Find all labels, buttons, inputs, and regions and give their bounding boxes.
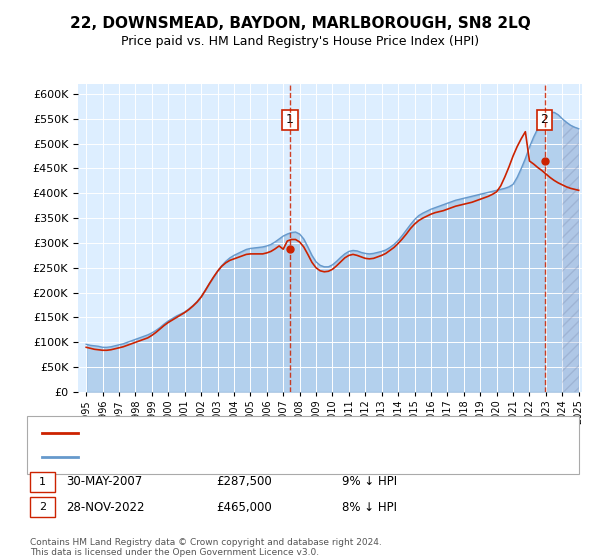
Text: 2: 2 bbox=[39, 502, 46, 512]
Text: Price paid vs. HM Land Registry's House Price Index (HPI): Price paid vs. HM Land Registry's House … bbox=[121, 35, 479, 48]
Text: 28-NOV-2022: 28-NOV-2022 bbox=[66, 501, 145, 514]
Text: 30-MAY-2007: 30-MAY-2007 bbox=[66, 475, 142, 488]
Text: £287,500: £287,500 bbox=[216, 475, 272, 488]
Text: 1: 1 bbox=[286, 113, 294, 126]
Text: Contains HM Land Registry data © Crown copyright and database right 2024.
This d: Contains HM Land Registry data © Crown c… bbox=[30, 538, 382, 557]
Text: 1: 1 bbox=[39, 477, 46, 487]
Text: 22, DOWNSMEAD, BAYDON, MARLBOROUGH, SN8 2LQ: 22, DOWNSMEAD, BAYDON, MARLBOROUGH, SN8 … bbox=[70, 16, 530, 31]
Text: 9% ↓ HPI: 9% ↓ HPI bbox=[342, 475, 397, 488]
Text: 22, DOWNSMEAD, BAYDON, MARLBOROUGH, SN8 2LQ (detached house): 22, DOWNSMEAD, BAYDON, MARLBOROUGH, SN8 … bbox=[87, 428, 464, 438]
Text: £465,000: £465,000 bbox=[216, 501, 272, 514]
Text: 2: 2 bbox=[541, 113, 548, 126]
Text: HPI: Average price, detached house, Wiltshire: HPI: Average price, detached house, Wilt… bbox=[87, 452, 326, 462]
Text: 8% ↓ HPI: 8% ↓ HPI bbox=[342, 501, 397, 514]
